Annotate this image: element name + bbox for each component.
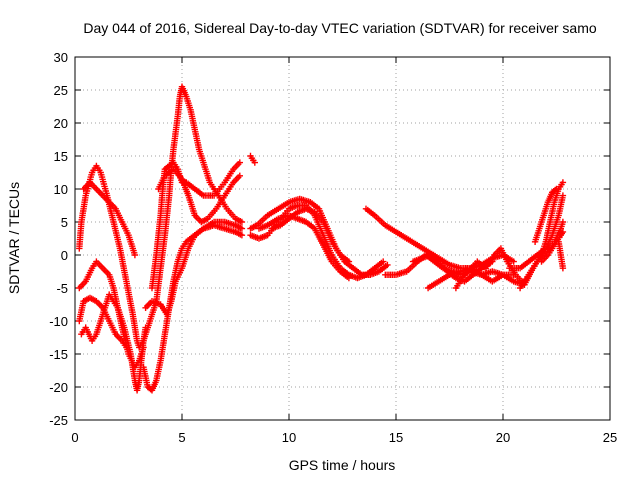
series-arc-j — [247, 152, 258, 166]
y-tick-label: 0 — [61, 248, 68, 263]
chart-title: Day 044 of 2016, Sidereal Day-to-day VTE… — [83, 20, 596, 36]
x-tick-label: 10 — [282, 430, 296, 445]
y-tick-label: 20 — [54, 116, 68, 131]
series-arc-r — [424, 265, 528, 292]
y-tick-label: -5 — [56, 281, 68, 296]
series-arc-c — [76, 258, 147, 371]
grid-lines — [75, 57, 610, 420]
series-arc-e — [76, 294, 130, 351]
x-tick-label: 25 — [603, 430, 617, 445]
series-arc-d — [80, 179, 139, 259]
x-tick-label: 0 — [71, 430, 78, 445]
x-tick-label: 15 — [389, 430, 403, 445]
y-tick-label: 25 — [54, 83, 68, 98]
data-point-markers — [424, 265, 528, 292]
y-tick-labels: -25 -20 -15 -10 -5 0 5 10 15 20 25 30 — [49, 50, 68, 428]
x-tick-label: 20 — [496, 430, 510, 445]
series-arc-w — [531, 185, 560, 245]
data-point-markers — [80, 179, 139, 259]
data-point-markers — [155, 166, 243, 226]
data-point-markers — [247, 152, 258, 166]
series-arc-x — [555, 238, 567, 272]
data-point-markers — [268, 205, 353, 265]
data-point-markers — [531, 185, 560, 245]
y-tick-label: -15 — [49, 347, 68, 362]
data-point-markers — [506, 192, 567, 272]
data-point-markers — [142, 222, 246, 318]
x-axis-label: GPS time / hours — [289, 457, 396, 473]
series-arc-t — [506, 192, 567, 272]
data-marks — [76, 83, 567, 394]
y-tick-label: -10 — [49, 314, 68, 329]
data-point-markers — [76, 294, 130, 351]
x-tick-labels: 0 5 10 15 20 25 — [71, 430, 617, 445]
y-tick-label: 5 — [61, 215, 68, 230]
y-tick-label: 15 — [54, 149, 68, 164]
plot-frame — [74, 56, 611, 421]
y-axis-label: SDTVAR / TECUs — [6, 182, 22, 294]
series-arc-i — [155, 166, 243, 226]
data-point-markers — [555, 238, 567, 272]
series-arc-n — [268, 205, 353, 265]
y-tick-label: 30 — [54, 50, 68, 65]
y-tick-label: -20 — [49, 380, 68, 395]
data-point-markers — [76, 258, 147, 371]
x-tick-label: 5 — [178, 430, 185, 445]
series-arc-g — [142, 222, 246, 318]
y-tick-label: 10 — [54, 182, 68, 197]
y-tick-label: -25 — [49, 413, 68, 428]
